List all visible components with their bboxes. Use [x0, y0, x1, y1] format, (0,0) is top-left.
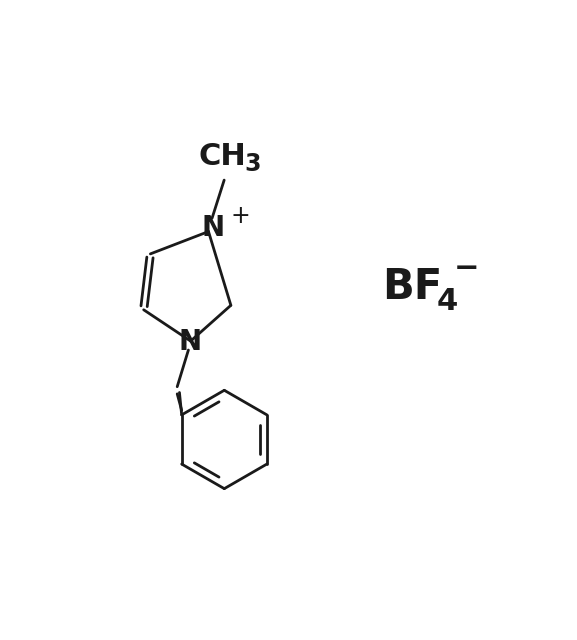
Text: BF: BF: [382, 266, 442, 308]
Text: −: −: [454, 254, 479, 283]
Text: 3: 3: [244, 152, 261, 177]
Text: 4: 4: [436, 287, 458, 316]
Text: CH: CH: [198, 142, 246, 172]
Text: N: N: [201, 214, 224, 242]
Text: N: N: [178, 328, 201, 356]
Text: +: +: [231, 204, 250, 228]
